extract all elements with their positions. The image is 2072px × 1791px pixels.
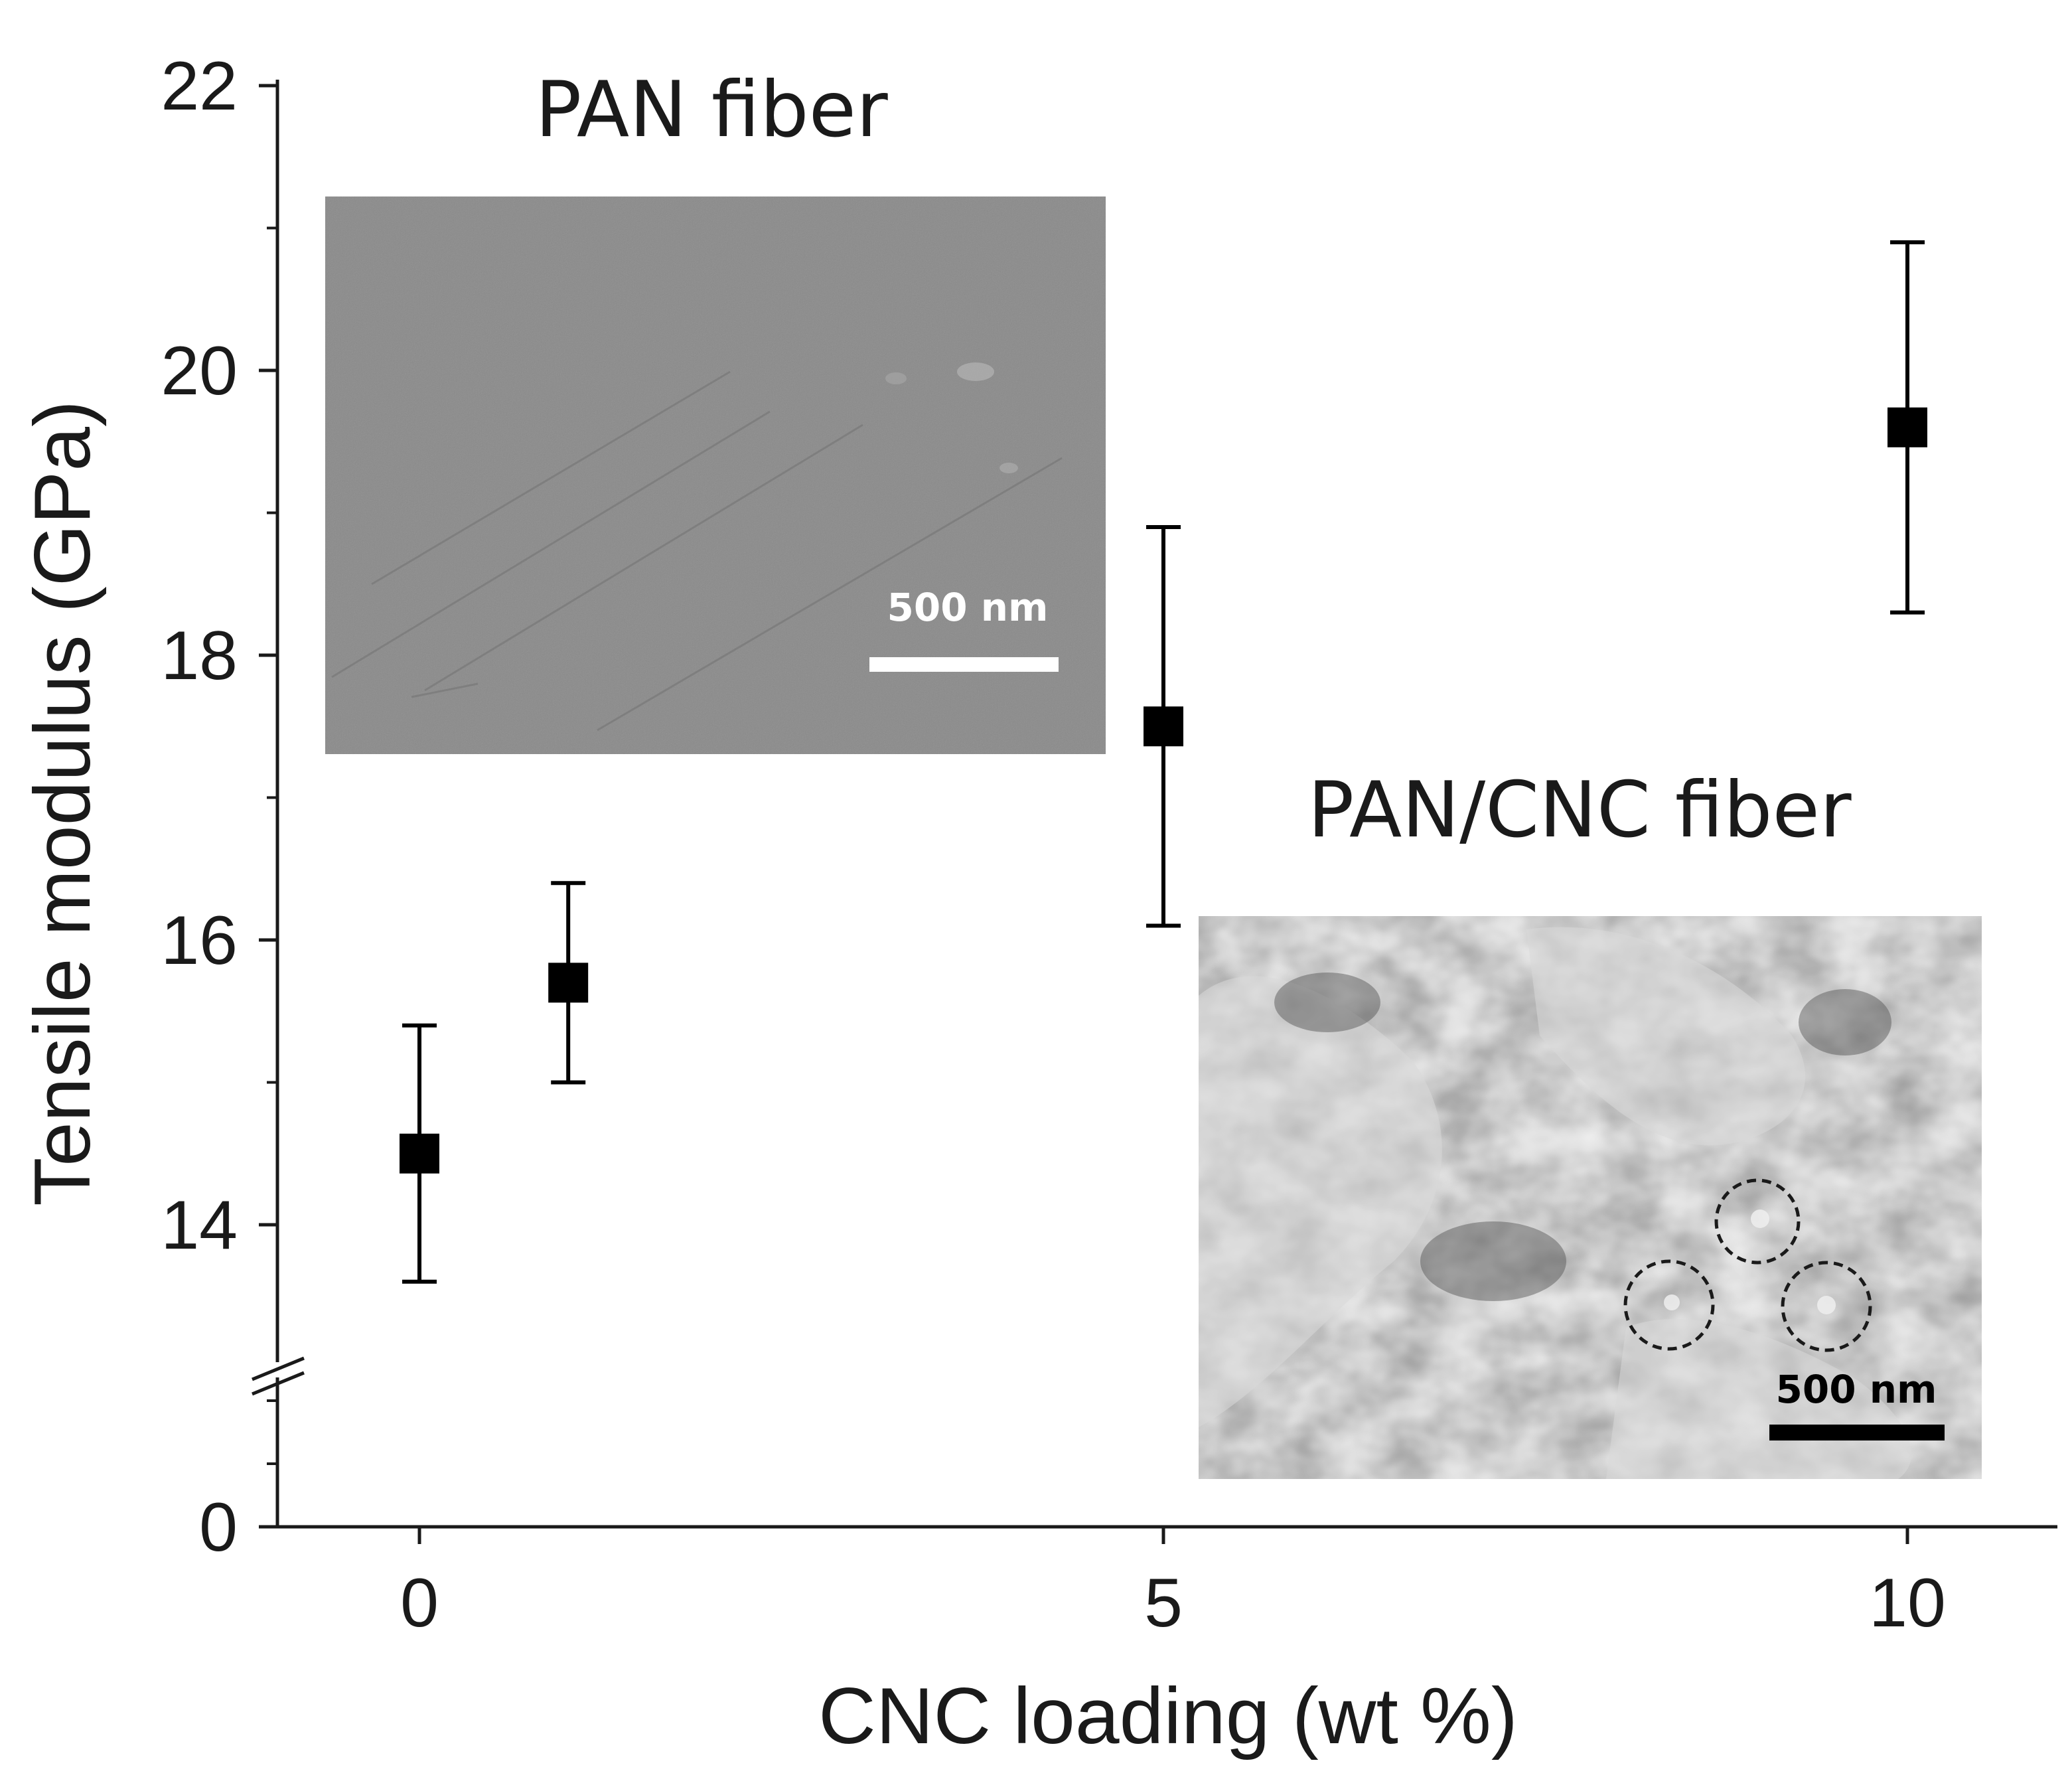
pan-cnc-fiber-scale-label: 500 nm — [1776, 1367, 1937, 1412]
data-series — [400, 240, 1927, 1284]
cnc-particle-marker — [1781, 1261, 1872, 1352]
y-tick-label: 16 — [161, 902, 238, 979]
x-tick-label: 0 — [400, 1565, 439, 1642]
cnc-particle-marker — [1714, 1178, 1801, 1265]
y-tick-label: 20 — [161, 333, 238, 410]
axes — [252, 80, 2057, 1529]
data-point — [1887, 407, 1927, 447]
pan-fiber-scale-bar — [869, 657, 1059, 672]
y-tick-label: 0 — [199, 1489, 238, 1566]
axis-break-mark — [252, 1371, 305, 1396]
pan-fiber-title: PAN fiber — [535, 65, 888, 155]
pan-cnc-fiber-scale-bar — [1769, 1425, 1945, 1441]
data-point — [400, 1133, 439, 1174]
pan-fiber-scale-label: 500 nm — [887, 585, 1049, 630]
cnc-particle-marker — [1623, 1259, 1715, 1351]
x-tick-label: 5 — [1144, 1565, 1183, 1642]
pan-cnc-fiber-title: PAN/CNC fiber — [1307, 765, 1851, 855]
y-tick-label: 14 — [161, 1187, 238, 1264]
y-ticks: 0 14 16 18 20 22 — [161, 48, 277, 1566]
pan-cnc-fiber-inset: PAN/CNC fiber — [1199, 765, 1982, 1479]
y-axis-label: Tensile modulus (GPa) — [18, 400, 107, 1206]
axis-break-mark — [252, 1356, 305, 1381]
x-ticks: 0 5 10 — [400, 1527, 1946, 1642]
data-point — [548, 963, 589, 1003]
y-tick-label: 18 — [161, 617, 238, 694]
y-tick-label: 22 — [161, 48, 238, 125]
data-point — [1144, 706, 1183, 747]
x-tick-label: 10 — [1869, 1565, 1946, 1642]
pan-fiber-inset: PAN fiber 500 nm — [325, 65, 1106, 754]
x-axis-label: CNC loading (wt %) — [818, 1672, 1518, 1760]
